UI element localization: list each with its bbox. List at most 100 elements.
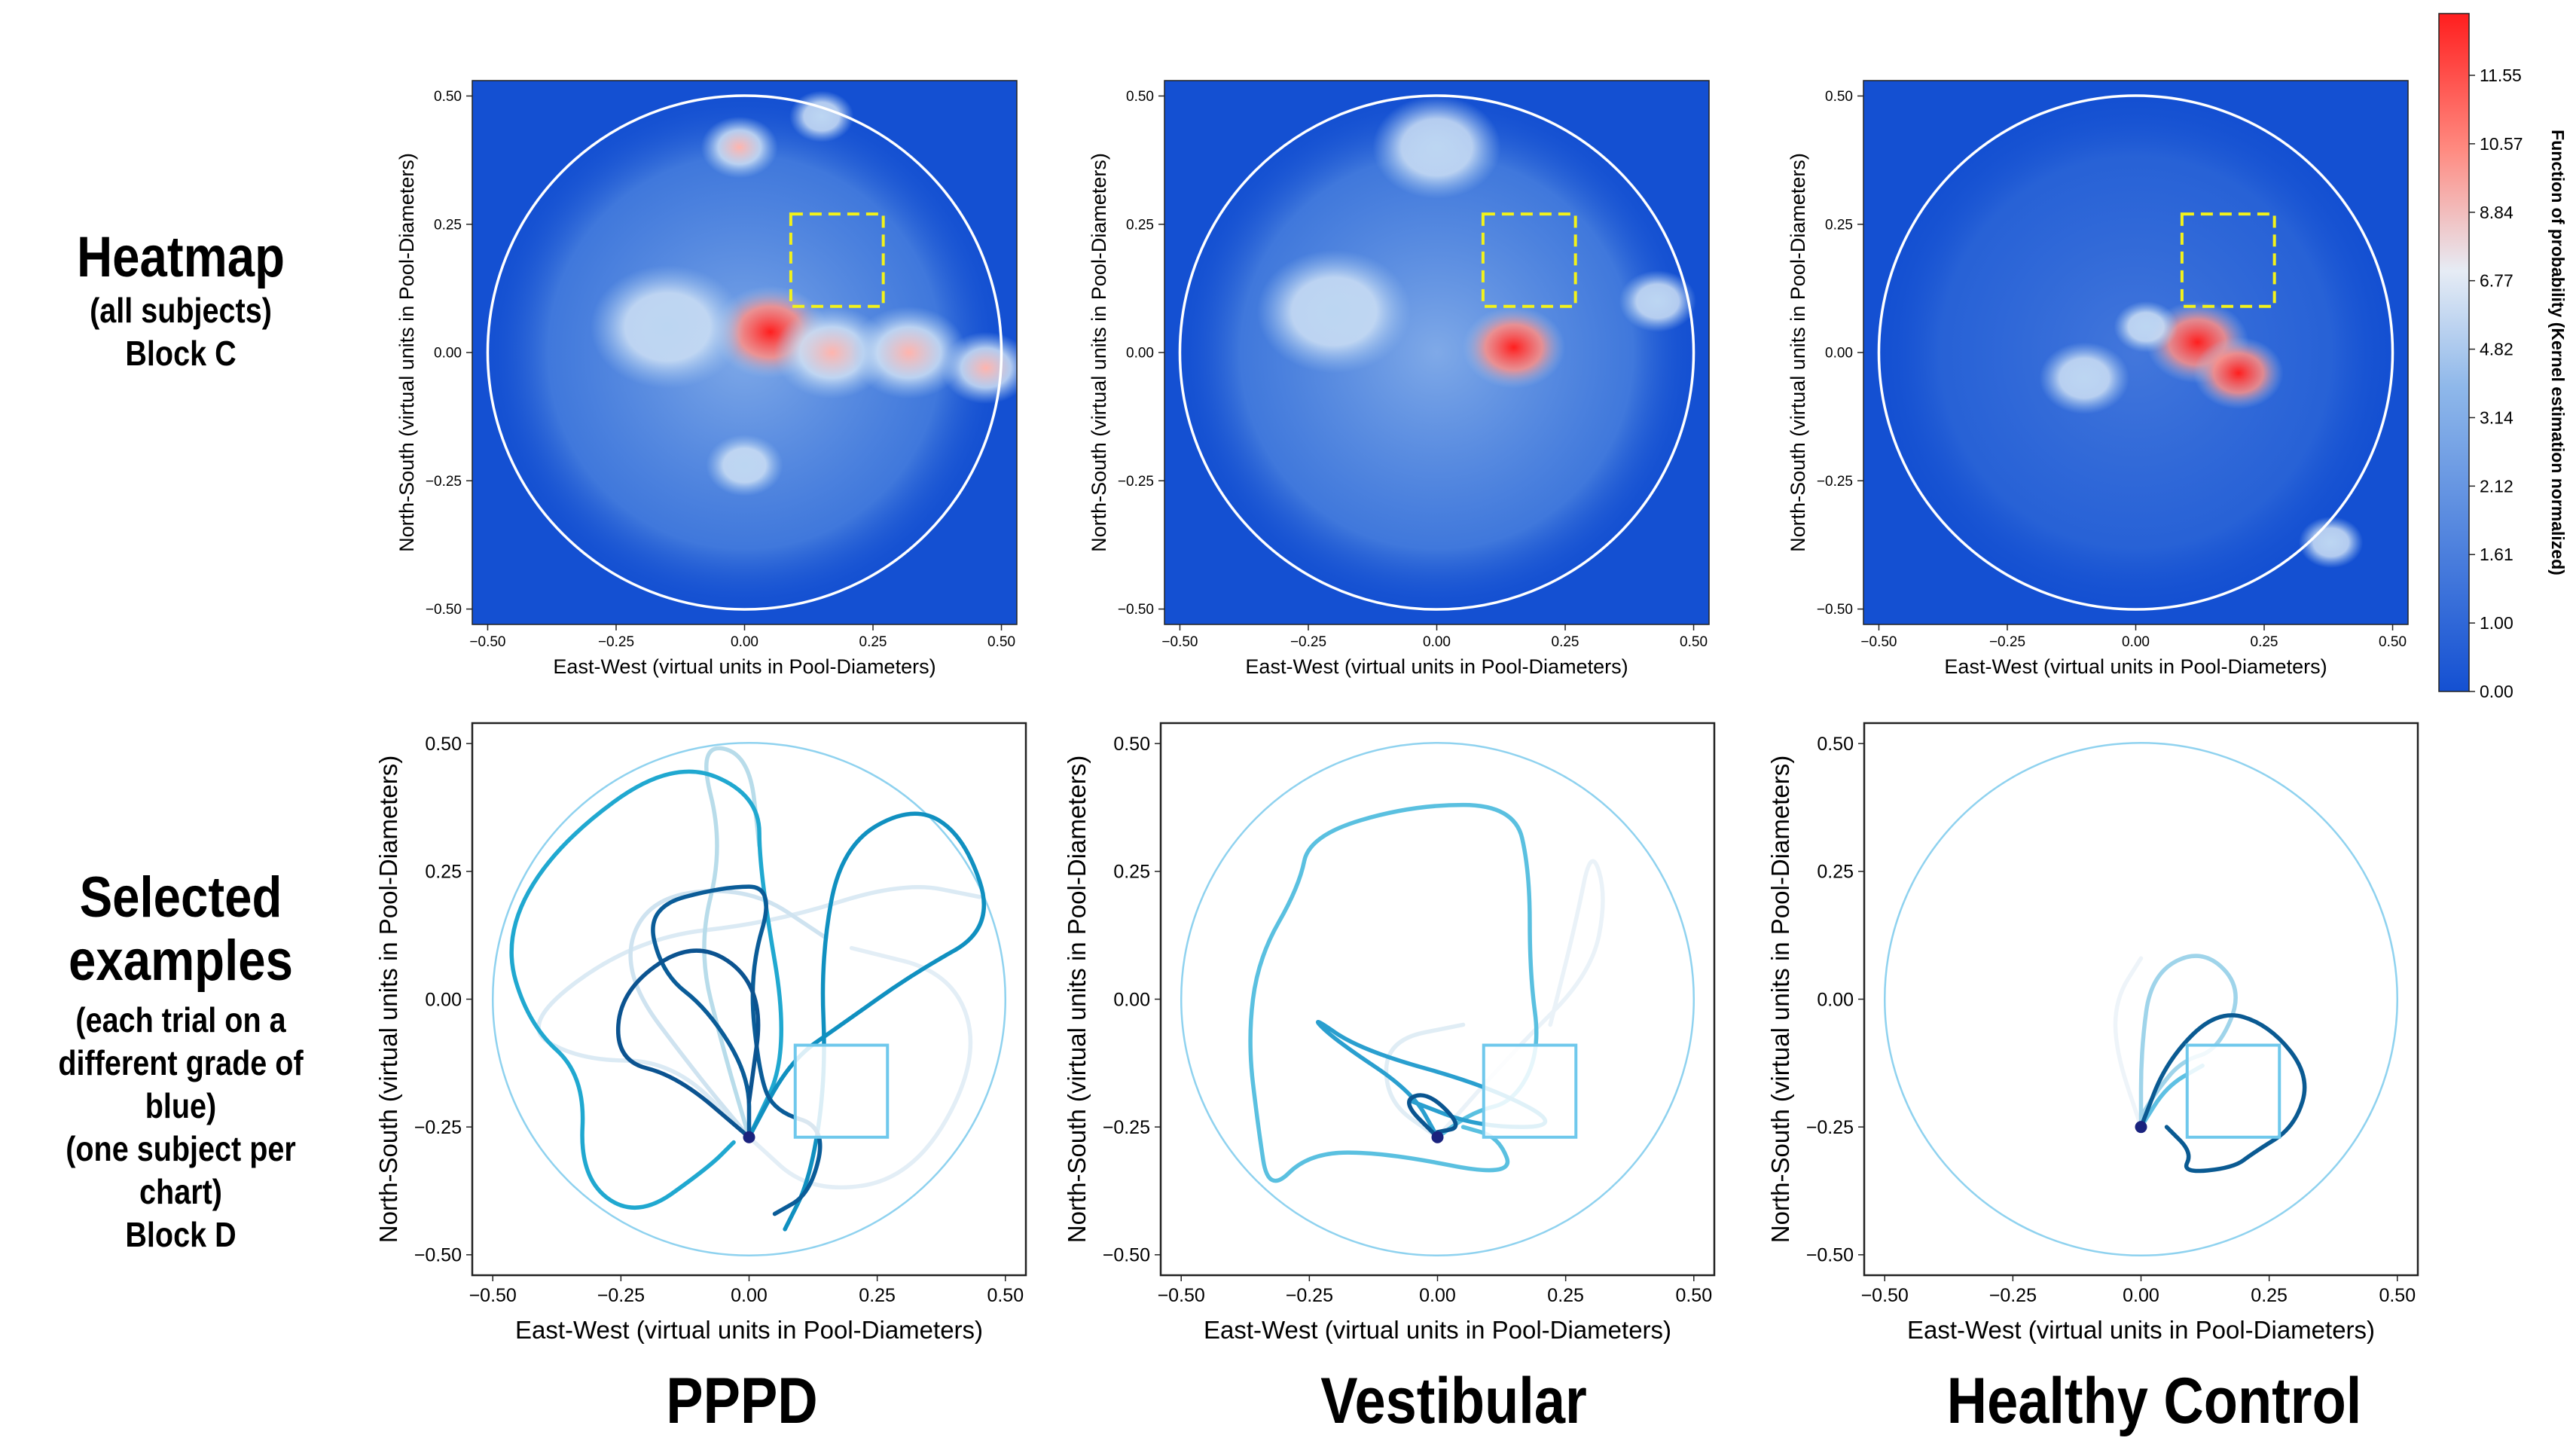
x-tick-label: 0.00	[731, 634, 758, 650]
y-axis-label: North-South (virtual units in Pool-Diame…	[1766, 755, 1794, 1243]
heatmap-density	[482, 90, 1017, 615]
x-tick-label: 0.50	[1675, 1285, 1712, 1306]
y-tick-label: 0.00	[1113, 989, 1150, 1010]
heatmap-hotspot	[1256, 249, 1412, 374]
column-label-vestibular: Vestibular	[1320, 1365, 1587, 1437]
x-tick-label: −0.25	[1989, 634, 2025, 650]
x-tick-label: 0.50	[1680, 634, 1708, 650]
heatmap-hotspot	[1619, 270, 1696, 332]
x-tick-label: 0.25	[2251, 634, 2278, 650]
y-tick-label: −0.25	[1806, 1117, 1854, 1138]
examples-row-line1: (each trial on a	[75, 1000, 286, 1039]
examples-row-line4: Block D	[125, 1215, 237, 1254]
colorbar-tick-label: 2.12	[2480, 476, 2513, 496]
colorbar-tick-label: 6.77	[2480, 271, 2513, 291]
colorbar-tick-label: 8.84	[2480, 203, 2513, 222]
heatmap-hotspot	[1462, 306, 1566, 389]
heatmap-hotspot	[2039, 342, 2129, 414]
x-axis-label: East-West (virtual units in Pool-Diamete…	[1245, 655, 1628, 678]
colorbar-label: Function of probability (Kernel estimati…	[2548, 130, 2568, 575]
y-tick-label: −0.50	[1103, 1245, 1150, 1266]
examples-row-line2: different grade of blue)	[58, 1043, 304, 1125]
y-tick-label: 0.25	[434, 217, 462, 233]
plot-frame	[1159, 722, 1716, 1277]
x-tick-label: −0.25	[598, 634, 634, 650]
heatmap-hotspot	[590, 265, 745, 389]
trajectories	[509, 746, 987, 1232]
y-tick-label: 0.50	[1817, 734, 1854, 755]
y-tick-label: 0.00	[1126, 346, 1154, 362]
y-tick-label: −0.25	[1118, 474, 1154, 490]
y-tick-label: 0.50	[1825, 89, 1853, 105]
x-tick-label: 0.00	[1419, 1285, 1456, 1306]
x-tick-label: 0.25	[1547, 1285, 1584, 1306]
chart-panel-3: −0.50 −0.25 0.00 0.25 0.50 0.50 0.25 0.00 −0.25 −…	[1787, 80, 2409, 678]
y-tick-label: 0.50	[425, 734, 462, 755]
colorbar-tick-label: 3.14	[2480, 408, 2513, 427]
x-tick-label: −0.50	[1860, 634, 1897, 650]
y-tick-label: −0.50	[426, 602, 462, 618]
heatmap-hotspot	[2299, 516, 2364, 569]
heatmap-density	[1873, 90, 2398, 615]
pool-boundary-circle	[1883, 741, 2399, 1257]
chart-panel-6: −0.50 −0.25 0.00 0.25 0.50 0.50 0.25 0.00 −0.25 −…	[1766, 722, 2419, 1344]
y-axis-label: North-South (virtual units in Pool-Diame…	[1787, 153, 1809, 552]
x-tick-label: 0.00	[2122, 634, 2150, 650]
x-tick-label: 0.00	[1423, 634, 1451, 650]
heatmap-row-title: Heatmap	[76, 225, 285, 289]
y-tick-label: −0.25	[1103, 1117, 1150, 1138]
heatmap-pool-haze	[1174, 90, 1699, 615]
colorbar-tick-label: 4.82	[2480, 340, 2513, 359]
y-tick-label: 0.25	[1113, 862, 1150, 883]
x-tick-label: 0.50	[987, 634, 1015, 650]
x-tick-label: 0.50	[2379, 634, 2407, 650]
x-tick-label: 0.25	[2251, 1285, 2288, 1306]
trajectory-line-5	[1407, 1093, 1458, 1140]
y-tick-label: 0.25	[1817, 862, 1854, 883]
x-tick-label: −0.25	[1989, 1285, 2037, 1306]
x-tick-label: −0.50	[1861, 1285, 1909, 1306]
trajectory-line-2	[746, 945, 973, 1190]
y-tick-label: −0.25	[1817, 474, 1853, 490]
platform-target-square	[789, 212, 885, 308]
colorbar-tick-label: 10.57	[2480, 134, 2523, 154]
heatmap-hotspot	[851, 306, 967, 399]
colorbar-bar	[2438, 13, 2470, 692]
y-axis-label: North-South (virtual units in Pool-Diame…	[1088, 153, 1110, 552]
chart-panel-4: −0.50 −0.25 0.00 0.25 0.50 0.50 0.25 0.00 −0.25 −…	[374, 722, 1027, 1344]
y-tick-label: 0.00	[1817, 989, 1854, 1010]
x-tick-label: −0.50	[1161, 634, 1198, 650]
heatmap-density	[1174, 90, 1699, 615]
colorbar-tick-label: 1.00	[2480, 613, 2513, 633]
platform-target-square	[1481, 212, 1577, 308]
plot-frame	[471, 722, 1027, 1277]
pool-boundary-circle	[1877, 94, 2394, 611]
heatmap-hotspot	[1372, 96, 1501, 199]
platform-target-square	[2185, 1043, 2281, 1139]
x-tick-label: −0.50	[469, 1285, 517, 1306]
x-tick-label: 0.50	[2379, 1285, 2416, 1306]
x-axis-label: East-West (virtual units in Pool-Diamete…	[1204, 1316, 1671, 1344]
x-axis-label: East-West (virtual units in Pool-Diamete…	[1944, 655, 2327, 678]
x-tick-label: 0.25	[1552, 634, 1579, 650]
y-tick-label: 0.00	[1825, 346, 1853, 362]
heatmap-pool-haze	[1873, 90, 2398, 615]
y-tick-label: −0.50	[1118, 602, 1154, 618]
trajectory-line-1	[536, 885, 982, 1140]
y-tick-label: −0.25	[426, 474, 462, 490]
y-tick-label: −0.50	[414, 1245, 462, 1266]
platform-target-square	[793, 1043, 890, 1139]
trajectory-line-5	[509, 769, 784, 1210]
pool-boundary-circle	[491, 741, 1007, 1257]
pool-boundary-circle	[1180, 741, 1695, 1257]
chart-panel-5: −0.50 −0.25 0.00 0.25 0.50 0.50 0.25 0.00 −0.25 −…	[1063, 722, 1716, 1344]
trajectory-line-1	[2113, 956, 2144, 1129]
colorbar: 11.55 10.57 8.84 6.77 4.82 3.14 2.12 1.61 1.00 0.…	[2438, 13, 2568, 701]
platform-target-square	[2180, 212, 2276, 308]
trajectory-line-4	[2138, 1013, 2307, 1174]
heatmap-row-line1: (all subjects)	[90, 291, 272, 330]
pool-boundary-circle	[486, 94, 1003, 611]
x-tick-label: 0.50	[987, 1285, 1024, 1306]
x-tick-label: −0.50	[1158, 1285, 1205, 1306]
